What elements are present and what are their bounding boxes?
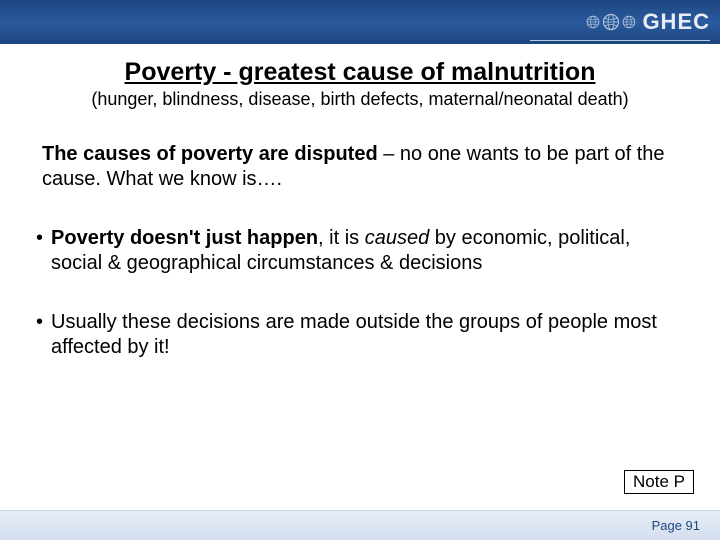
slide-content: Poverty - greatest cause of malnutrition… (0, 44, 720, 360)
bullet-1-text: Poverty doesn't just happen, it is cause… (51, 226, 684, 276)
bullet-1-mid: , it is (318, 227, 365, 249)
slide-subtitle: (hunger, blindness, disease, birth defec… (36, 89, 684, 110)
bullet-1: • Poverty doesn't just happen, it is cau… (36, 226, 684, 276)
globe-icon (602, 13, 620, 31)
bullet-dot-icon: • (36, 226, 51, 276)
bullet-1-bold: Poverty doesn't just happen (51, 227, 318, 249)
intro-bold: The causes of poverty are disputed (42, 143, 378, 165)
bullet-dot-icon: • (36, 310, 51, 360)
header-bar: GHEC (0, 0, 720, 44)
footer-bar: Page 91 (0, 510, 720, 540)
bullet-2-text: Usually these decisions are made outside… (51, 310, 684, 360)
globe-icon (586, 15, 600, 29)
bullet-2: • Usually these decisions are made outsi… (36, 310, 684, 360)
bullet-1-italic: caused (365, 227, 430, 249)
note-label: Note P (633, 472, 685, 491)
logo-block: GHEC (586, 9, 710, 35)
globe-icon (622, 15, 636, 29)
logo-text: GHEC (642, 9, 710, 35)
page-number: Page 91 (652, 518, 700, 533)
logo-underline (530, 40, 710, 41)
note-box: Note P (624, 470, 694, 494)
globe-icons (586, 13, 636, 31)
intro-paragraph: The causes of poverty are disputed – no … (36, 142, 684, 192)
slide-title: Poverty - greatest cause of malnutrition (36, 58, 684, 87)
